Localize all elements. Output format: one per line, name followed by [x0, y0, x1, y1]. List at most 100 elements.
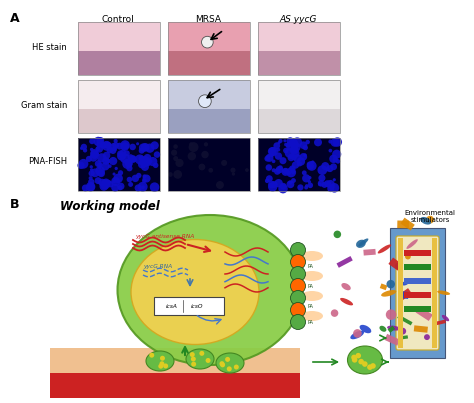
Circle shape [150, 183, 159, 192]
Circle shape [221, 160, 227, 166]
Circle shape [291, 145, 299, 153]
Text: PNA-FISH: PNA-FISH [28, 158, 67, 166]
Bar [168, 22, 250, 51]
Circle shape [118, 170, 123, 175]
Circle shape [89, 170, 95, 177]
Bar [404, 278, 431, 284]
Circle shape [100, 182, 109, 191]
Bar [404, 292, 431, 298]
Circle shape [332, 150, 341, 159]
Circle shape [274, 168, 281, 175]
Circle shape [86, 182, 95, 191]
Text: Control: Control [101, 15, 134, 24]
Bar [364, 249, 376, 256]
Circle shape [386, 310, 396, 320]
Circle shape [142, 156, 150, 164]
Circle shape [282, 168, 290, 176]
Circle shape [107, 147, 113, 154]
Circle shape [111, 184, 119, 192]
Circle shape [116, 143, 123, 150]
Ellipse shape [442, 315, 449, 321]
Circle shape [283, 139, 286, 142]
Circle shape [291, 291, 306, 305]
Ellipse shape [301, 251, 323, 261]
Circle shape [173, 170, 182, 179]
Circle shape [329, 183, 339, 193]
Circle shape [129, 155, 137, 163]
Circle shape [83, 148, 87, 152]
Ellipse shape [350, 331, 364, 339]
Circle shape [144, 154, 151, 162]
Text: AS yycG: AS yycG [279, 15, 317, 24]
Bar [258, 80, 340, 133]
Circle shape [245, 168, 249, 172]
Circle shape [103, 180, 110, 187]
Circle shape [370, 363, 376, 369]
Circle shape [327, 165, 333, 172]
Circle shape [307, 162, 312, 167]
Circle shape [125, 160, 133, 167]
Ellipse shape [131, 239, 259, 345]
Circle shape [100, 180, 110, 189]
Circle shape [139, 148, 145, 154]
Circle shape [288, 181, 292, 185]
Bar [399, 335, 408, 340]
Bar [78, 22, 160, 75]
Circle shape [119, 153, 125, 159]
Circle shape [89, 176, 93, 180]
Circle shape [96, 141, 102, 147]
Circle shape [112, 147, 117, 152]
Circle shape [424, 334, 430, 340]
Bar [168, 51, 250, 75]
Circle shape [135, 185, 142, 191]
Bar [50, 348, 300, 378]
Circle shape [333, 178, 336, 181]
Circle shape [331, 310, 338, 317]
Circle shape [288, 154, 293, 159]
Circle shape [292, 150, 300, 158]
FancyBboxPatch shape [154, 297, 224, 315]
Circle shape [100, 142, 107, 149]
Circle shape [117, 183, 125, 190]
Text: HE stain: HE stain [32, 44, 67, 52]
Circle shape [300, 153, 307, 161]
Circle shape [272, 168, 276, 172]
Circle shape [297, 158, 305, 166]
Circle shape [147, 160, 151, 164]
Circle shape [353, 329, 362, 338]
Circle shape [135, 154, 145, 164]
Circle shape [267, 154, 270, 158]
Circle shape [278, 184, 288, 193]
Circle shape [108, 164, 112, 168]
Circle shape [318, 180, 324, 187]
Bar [404, 250, 431, 256]
Circle shape [101, 141, 111, 151]
Circle shape [124, 150, 130, 156]
Bar [414, 325, 428, 333]
Circle shape [98, 179, 106, 186]
Circle shape [266, 175, 273, 182]
Circle shape [97, 169, 105, 177]
Circle shape [289, 165, 296, 172]
Circle shape [286, 141, 295, 151]
Circle shape [189, 142, 193, 146]
Circle shape [302, 174, 310, 183]
Circle shape [107, 180, 111, 184]
Circle shape [333, 137, 342, 147]
Circle shape [77, 162, 85, 169]
Text: MRSA: MRSA [195, 15, 221, 24]
Circle shape [173, 156, 178, 161]
Circle shape [144, 144, 147, 147]
Circle shape [98, 166, 101, 170]
Bar [50, 373, 300, 398]
Circle shape [188, 152, 196, 160]
Bar [78, 80, 160, 133]
Ellipse shape [437, 291, 450, 295]
Bar [404, 264, 431, 270]
Circle shape [88, 179, 94, 185]
Text: icsA: icsA [166, 303, 178, 309]
Circle shape [265, 164, 272, 171]
Circle shape [426, 216, 434, 224]
Circle shape [120, 154, 130, 163]
Circle shape [90, 148, 93, 151]
